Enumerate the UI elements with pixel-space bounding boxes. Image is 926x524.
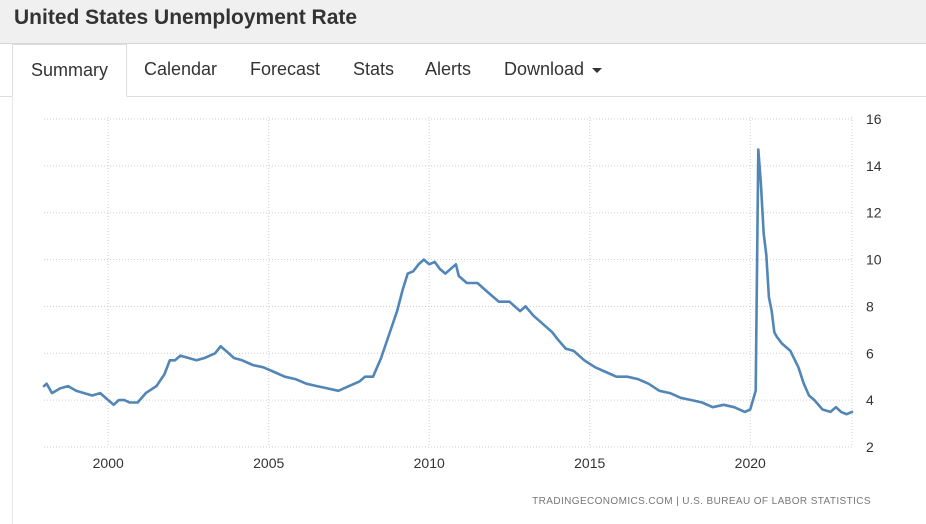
chevron-down-icon — [592, 68, 602, 73]
x-tick-label: 2005 — [253, 455, 284, 471]
y-tick-label: 4 — [866, 392, 874, 408]
y-tick-label: 8 — [866, 298, 874, 314]
y-tick-label: 14 — [866, 158, 882, 174]
y-tick-label: 12 — [866, 205, 882, 221]
chart-frame: 2 4 6 8 10 12 14 16 2000 2005 2010 2015 2020 TRADING… — [12, 97, 926, 524]
tab-calendar[interactable]: Calendar — [144, 44, 217, 96]
title-bar: United States Unemployment Rate — [0, 0, 926, 44]
tab-stats[interactable]: Stats — [353, 44, 394, 96]
series-line — [44, 150, 852, 415]
tab-download[interactable]: Download — [504, 44, 602, 96]
source-credit: TRADINGECONOMICS.COM | U.S. BUREAU OF LA… — [532, 496, 871, 507]
tab-forecast[interactable]: Forecast — [250, 44, 320, 96]
tab-summary[interactable]: Summary — [12, 44, 127, 97]
tab-alerts[interactable]: Alerts — [425, 44, 471, 96]
tab-download-label: Download — [504, 59, 584, 79]
y-tick-label: 10 — [866, 252, 882, 268]
x-tick-label: 2015 — [574, 455, 605, 471]
page-title: United States Unemployment Rate — [14, 6, 357, 30]
y-tick-label: 16 — [866, 111, 882, 127]
tab-bar: Summary Calendar Forecast Stats Alerts D… — [0, 44, 926, 97]
y-tick-label: 2 — [866, 439, 874, 455]
x-tick-label: 2010 — [414, 455, 445, 471]
x-tick-label: 2020 — [735, 455, 766, 471]
x-tick-label: 2000 — [93, 455, 124, 471]
chart: 2 4 6 8 10 12 14 16 2000 2005 2010 2015 2020 TRADING… — [13, 97, 913, 522]
y-tick-label: 6 — [866, 345, 874, 361]
